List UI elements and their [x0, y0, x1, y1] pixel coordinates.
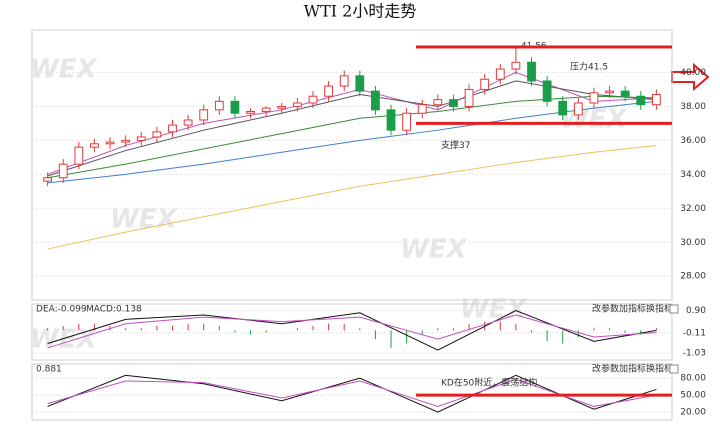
candle-body	[246, 111, 255, 114]
candle-body	[464, 88, 474, 107]
y-tick-label: 20.00	[680, 408, 706, 418]
y-tick-label: 80.00	[680, 374, 706, 384]
candle-body	[105, 141, 115, 145]
candle-body	[371, 90, 380, 111]
candle-body	[573, 102, 583, 116]
watermark: WEX	[30, 55, 98, 85]
arrow	[671, 62, 710, 92]
y-tick-label: 0.90	[686, 306, 706, 316]
y-tick-label: -0.11	[683, 328, 706, 338]
candle-body	[433, 99, 443, 106]
candle-body	[324, 85, 333, 97]
level-label: KD在50附近，震荡结构	[441, 377, 537, 389]
candle-body	[121, 139, 131, 143]
candle-body	[277, 105, 287, 109]
candle-body	[43, 177, 53, 182]
panel-button[interactable]: 改参数	[592, 303, 619, 315]
y-tick-label: 32.00	[680, 204, 706, 214]
level-label: 压力41.5	[570, 60, 608, 72]
watermark: WEX	[400, 235, 468, 265]
candle-body	[449, 99, 458, 107]
watermark: WEX	[30, 325, 98, 355]
candle-body	[480, 78, 490, 90]
line	[47, 314, 657, 349]
panel-frame	[31, 29, 673, 301]
candle-body	[542, 80, 552, 102]
candle-body	[292, 102, 302, 107]
watermark: WEX	[110, 205, 178, 235]
panel-button[interactable]: 加指标	[619, 303, 646, 315]
y-tick-label: 50.00	[680, 391, 706, 401]
panel-button[interactable]: 改参数	[592, 363, 619, 375]
panel-header: DEA:-0.099	[36, 305, 87, 315]
candle-body	[511, 61, 521, 70]
candle-body	[168, 124, 177, 133]
line	[47, 310, 657, 351]
y-tick-label: 30.00	[680, 238, 706, 248]
y-tick-label: 40.00	[680, 68, 706, 78]
candle-body	[308, 95, 318, 104]
candle-body	[136, 136, 146, 141]
panel-frame	[31, 303, 673, 361]
candle-body	[589, 92, 599, 104]
candle-body	[74, 146, 84, 165]
line	[47, 95, 657, 179]
chart-title: WTI 2小时走势	[304, 2, 417, 21]
candle-body	[417, 104, 427, 114]
panel-button[interactable]: 加指标	[619, 363, 646, 375]
line	[47, 374, 657, 413]
y-tick-label: -1.03	[683, 348, 706, 358]
candle-body	[355, 75, 365, 92]
panel-button[interactable]: 换指标	[646, 303, 673, 315]
candle-body	[651, 94, 661, 106]
line	[47, 378, 657, 407]
candle-body	[620, 90, 630, 97]
candle-body	[339, 75, 349, 87]
candle-body	[386, 109, 396, 131]
level-label: 支撑37	[441, 139, 470, 151]
y-tick-label: 38.00	[680, 102, 706, 112]
candle-body	[230, 100, 240, 114]
candle-body	[558, 100, 568, 116]
watermark: WEX	[460, 295, 528, 325]
candle-body	[636, 95, 646, 106]
candle-body	[495, 68, 505, 80]
line	[47, 144, 657, 250]
candle-body	[261, 107, 271, 113]
candle-body	[214, 100, 224, 111]
close-button[interactable]	[669, 304, 679, 314]
candle-body	[199, 109, 209, 121]
candle-body	[605, 90, 614, 94]
candle-body	[58, 163, 68, 179]
panel-header: MACD:0.138	[86, 305, 142, 315]
candle-body	[527, 61, 536, 82]
candle-body	[152, 131, 162, 138]
candle-body	[402, 112, 412, 131]
panel-frame	[31, 363, 673, 421]
candle-body	[90, 143, 99, 148]
y-tick-label: 28.00	[680, 272, 706, 282]
watermark: WEX	[560, 105, 628, 135]
panel-header: 0.881	[36, 365, 62, 375]
close-button[interactable]	[669, 364, 679, 374]
y-tick-label: 34.00	[680, 170, 706, 180]
y-tick-label: 36.00	[680, 136, 706, 146]
line	[47, 100, 657, 184]
panel-button[interactable]: 换指标	[646, 363, 673, 375]
candle-body	[183, 119, 193, 126]
